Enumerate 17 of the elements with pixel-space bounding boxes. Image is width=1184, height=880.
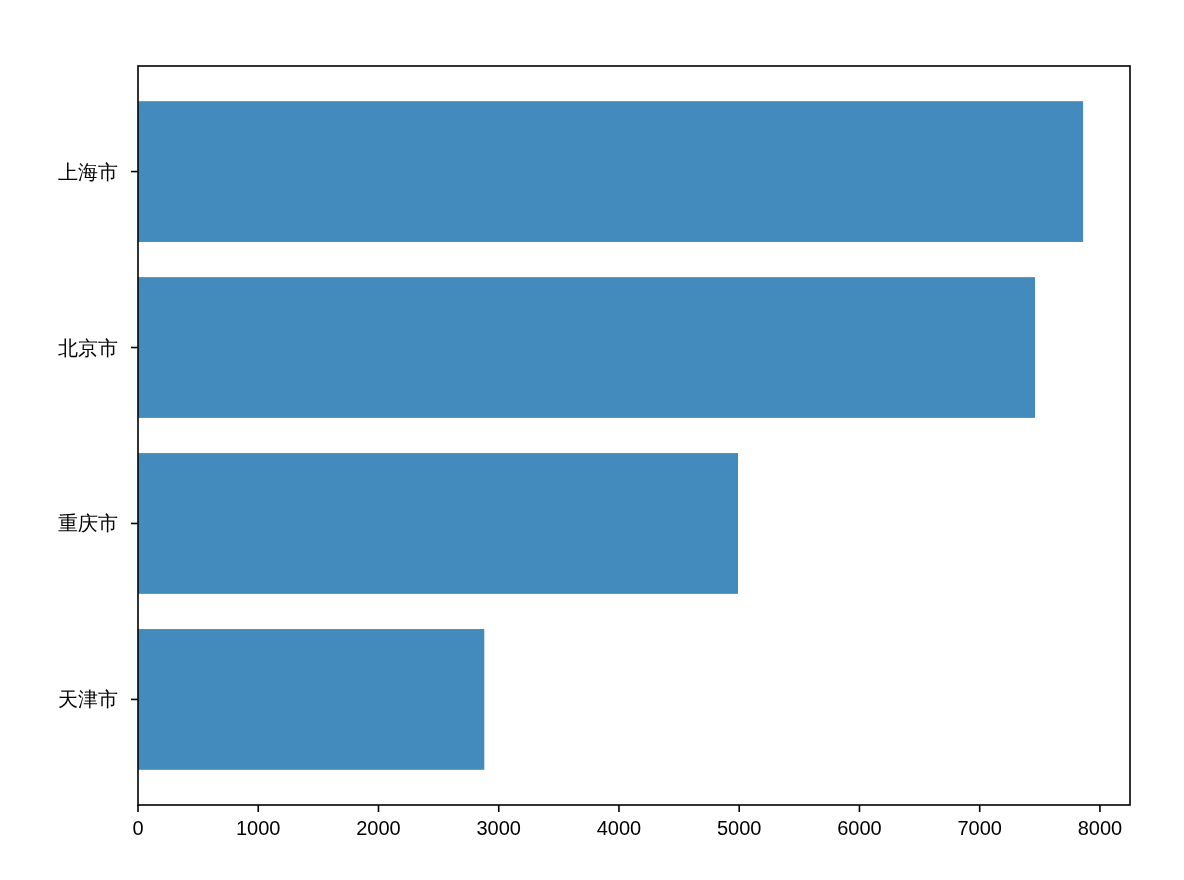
bar [138, 629, 485, 770]
y-tick-label: 天津市 [58, 688, 118, 711]
y-tick-label: 北京市 [58, 336, 118, 359]
bar [138, 101, 1084, 242]
x-tick-label: 5000 [716, 817, 762, 839]
x-tick-label: 8000 [1077, 817, 1123, 839]
x-tick-label: 3000 [476, 817, 521, 839]
y-tick-label: 上海市 [58, 160, 118, 183]
x-tick-label: 2000 [356, 817, 401, 839]
x-tick-label: 1000 [235, 817, 281, 839]
x-tick-label: 6000 [837, 817, 882, 839]
x-tick-label: 4000 [596, 817, 642, 839]
bar [138, 277, 1036, 418]
y-tick-label: 重庆市 [58, 512, 118, 535]
bar [138, 453, 739, 594]
x-tick-label: 7000 [957, 817, 1002, 839]
x-tick-label: 0 [132, 817, 144, 839]
